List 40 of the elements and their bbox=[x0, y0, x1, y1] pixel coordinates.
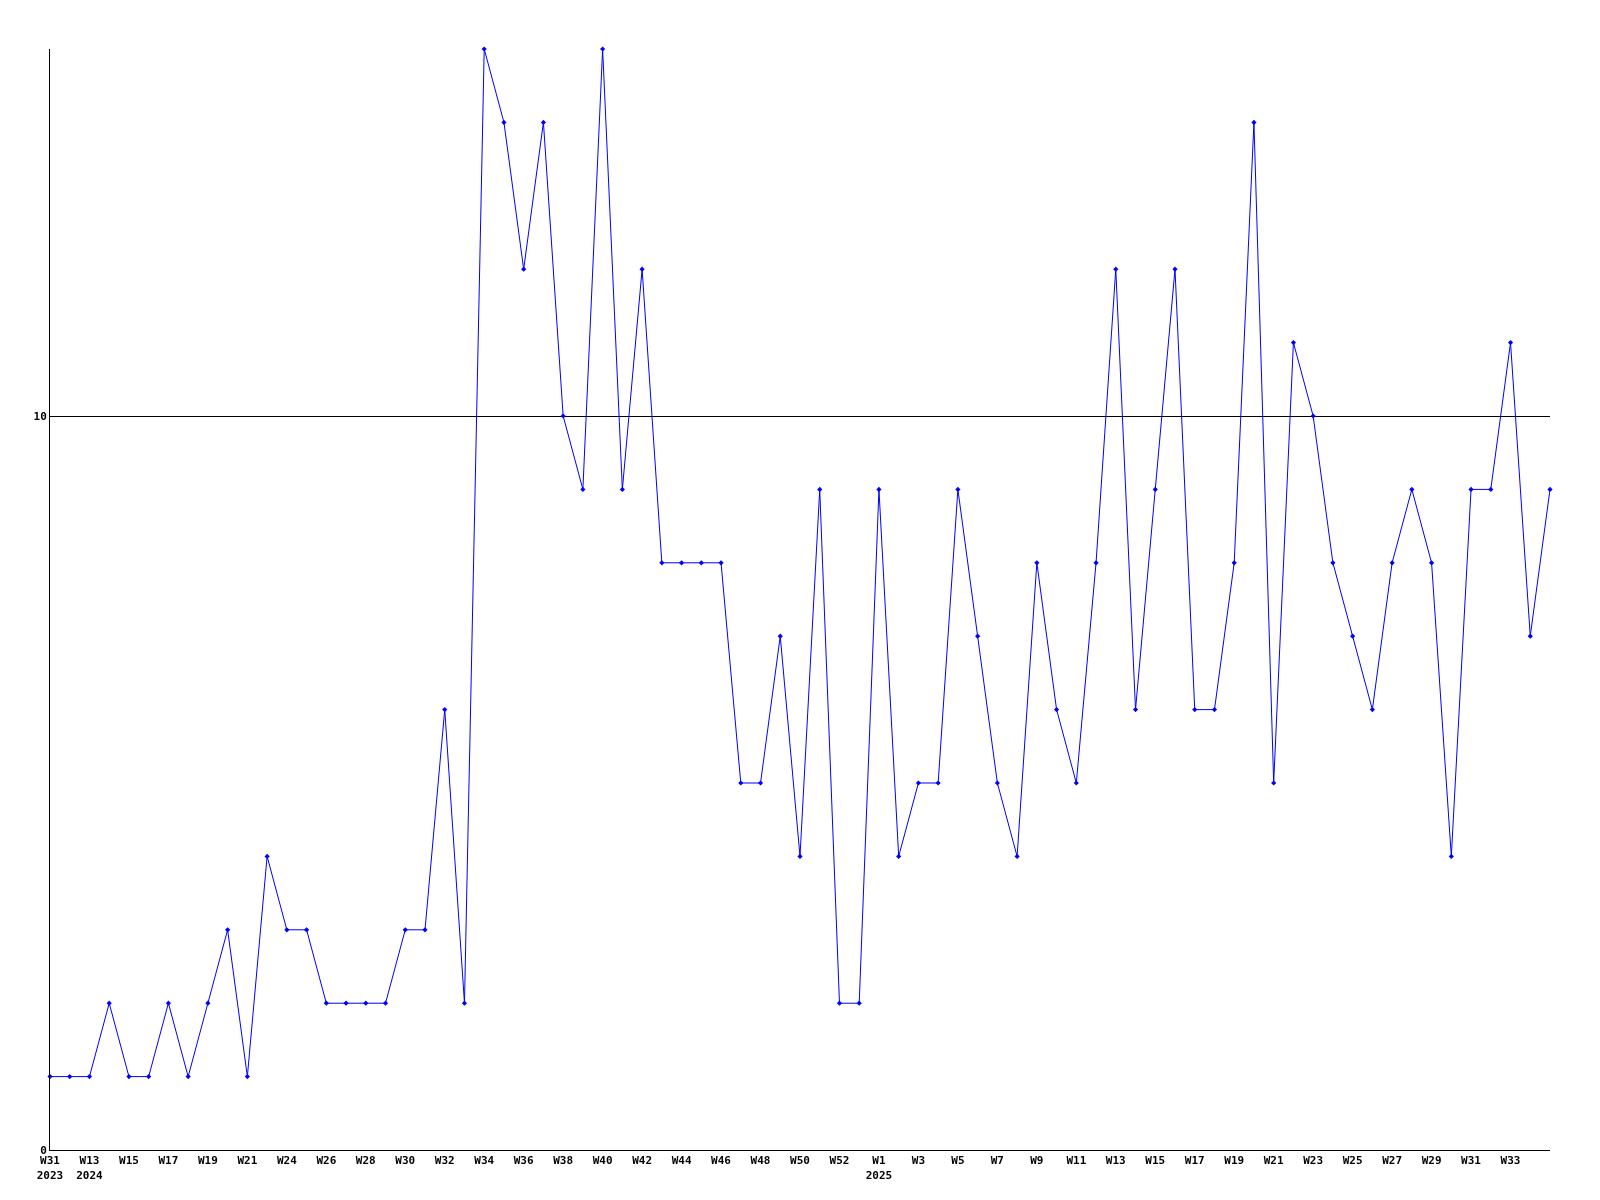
x-tick-label: W26 bbox=[316, 1154, 337, 1168]
x-tick-label: W29 bbox=[1421, 1154, 1442, 1168]
x-tick-label: W15 bbox=[1145, 1154, 1166, 1168]
x-tick-label: W48 bbox=[750, 1154, 771, 1168]
x-tick-label: W32 bbox=[434, 1154, 455, 1168]
x-tick-label: W21 bbox=[237, 1154, 258, 1168]
x-tick-label: W17 bbox=[1184, 1154, 1205, 1168]
x-tick-label: W27 bbox=[1382, 1154, 1403, 1168]
x-tick-label: W33 bbox=[1500, 1154, 1521, 1168]
x-tick-label: W36 bbox=[513, 1154, 534, 1168]
x-tick-label: W50 bbox=[790, 1154, 810, 1168]
x-tick-label: W17 bbox=[158, 1154, 179, 1168]
x-tick-label: W52 bbox=[829, 1154, 850, 1168]
x-tick-label: W46 bbox=[711, 1154, 732, 1168]
x-tick-label: W1 2025 bbox=[865, 1154, 893, 1182]
x-tick-label: W3 bbox=[911, 1154, 926, 1168]
x-tick-label: W42 bbox=[632, 1154, 653, 1168]
x-tick-label: W5 bbox=[951, 1154, 965, 1168]
x-tick-label: W21 bbox=[1263, 1154, 1284, 1168]
x-tick-label: W23 bbox=[1303, 1154, 1324, 1168]
x-tick-label: W9 bbox=[1030, 1154, 1044, 1168]
x-tick-label: W19 bbox=[1224, 1154, 1245, 1168]
x-tick-label: W28 bbox=[355, 1154, 376, 1168]
x-tick-label: W40 bbox=[592, 1154, 613, 1168]
x-tick-label: W30 bbox=[395, 1154, 416, 1168]
x-tick-label: W11 bbox=[1066, 1154, 1087, 1168]
x-tick-label: W38 bbox=[553, 1154, 574, 1168]
x-tick-label: W13 bbox=[1105, 1154, 1126, 1168]
x-tick-label: W31 2023 bbox=[36, 1154, 64, 1182]
x-tick-label: W13 2024 bbox=[76, 1154, 104, 1182]
x-tick-label: W31 bbox=[1461, 1154, 1482, 1168]
x-tick-label: W7 bbox=[990, 1154, 1004, 1168]
x-tick-label: W34 bbox=[474, 1154, 495, 1168]
x-tick-label: W15 bbox=[119, 1154, 139, 1168]
y-tick-label: 0 bbox=[40, 1143, 47, 1157]
x-tick-label: W19 bbox=[197, 1154, 218, 1168]
x-tick-label: W24 bbox=[276, 1154, 298, 1168]
x-tick-label: W25 bbox=[1342, 1154, 1363, 1168]
y-tick-label: 10 bbox=[33, 409, 47, 423]
x-tick-label: W44 bbox=[671, 1154, 692, 1168]
